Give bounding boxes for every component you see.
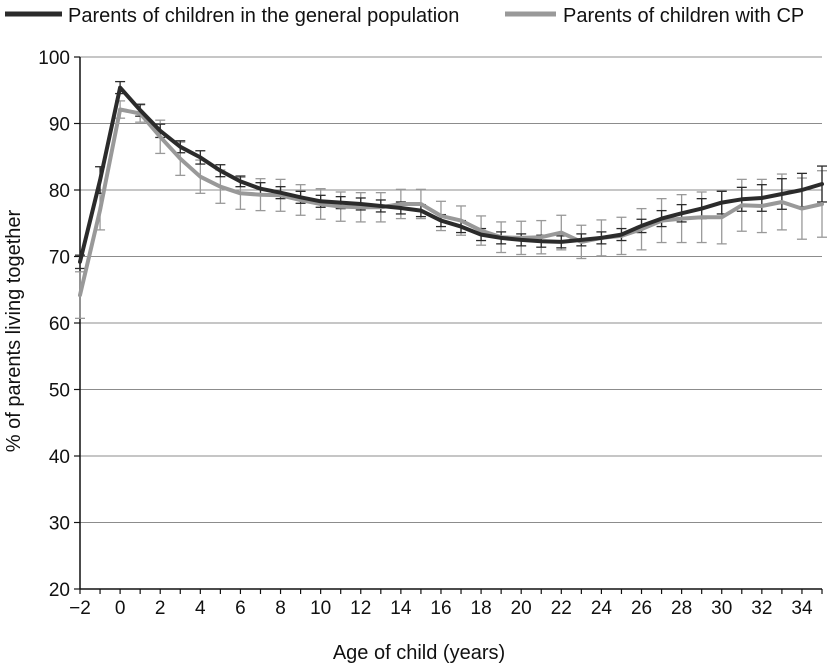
x-tick-label: 10: [310, 598, 331, 619]
y-tick-label: 50: [49, 381, 70, 402]
y-tick-label: 100: [38, 48, 70, 69]
y-tick-label: 60: [49, 314, 70, 335]
error-bars-cp: [75, 100, 827, 319]
x-tick-label: 24: [591, 598, 613, 619]
x-tick-label: 18: [471, 598, 492, 619]
series-line-general-population: [78, 85, 824, 264]
x-tick-label: 8: [275, 598, 286, 619]
x-tick-label: 22: [551, 598, 572, 619]
y-axis-title: % of parents living together: [3, 209, 25, 452]
y-tick-label: 20: [49, 580, 70, 601]
x-tick-label: 0: [115, 598, 126, 619]
y-tick-label: 40: [49, 447, 70, 468]
x-tick-label: 20: [511, 598, 532, 619]
series-layer: [75, 80, 827, 319]
x-tick-label: 30: [711, 598, 732, 619]
x-tick-label: 14: [390, 598, 412, 619]
legend-label-general-population: Parents of children in the general popul…: [68, 5, 459, 27]
legend: Parents of children in the general popul…: [5, 5, 804, 27]
x-tick-label: 12: [350, 598, 371, 619]
y-axis-ticks: 20 30 40 50 60 70 80 90 100: [38, 48, 80, 601]
x-tick-label: 4: [195, 598, 206, 619]
x-axis-title: Age of child (years): [333, 642, 505, 664]
x-tick-label: 34: [791, 598, 813, 619]
gridlines: [80, 56, 822, 523]
x-tick-label: 2: [155, 598, 166, 619]
x-tick-label: 32: [751, 598, 772, 619]
legend-label-cp: Parents of children with CP: [563, 5, 804, 27]
x-tick-label: 6: [235, 598, 246, 619]
y-tick-label: 70: [49, 248, 70, 269]
y-tick-label: 90: [49, 115, 70, 136]
x-tick-label: −2: [69, 598, 91, 619]
error-bars-general-population: [75, 80, 827, 270]
series-line-cp: [78, 107, 824, 298]
x-tick-label: 16: [430, 598, 451, 619]
x-tick-label: 28: [671, 598, 692, 619]
x-axis-ticks: −2 0 2 4 6 8 10 12 14 16 18 20 22 24 26 28 30 32 34: [69, 589, 823, 619]
x-tick-label: 26: [631, 598, 652, 619]
y-tick-label: 30: [49, 514, 70, 535]
y-tick-label: 80: [49, 181, 70, 202]
